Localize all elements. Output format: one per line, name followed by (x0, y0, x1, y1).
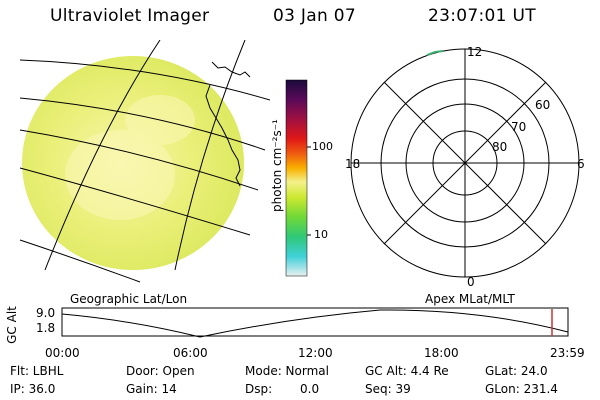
status-seq: Seq: 39 (365, 382, 411, 396)
lat-line (19, 59, 270, 101)
mlat-60-label: 60 (535, 98, 551, 112)
aurora-trace (426, 50, 444, 56)
timeline-ytick-bottom: 1.8 (36, 321, 56, 335)
app-title: Ultraviolet Imager (50, 6, 210, 26)
status-dsp-value: 0.0 (300, 382, 320, 396)
polar-diagonal (383, 81, 547, 245)
status-filter: Flt: LBHL (10, 364, 64, 378)
colorbar-gradient (285, 79, 308, 277)
lat-line (19, 129, 259, 191)
mlat-80-label: 80 (492, 140, 508, 154)
status-mode: Mode: Normal (245, 364, 329, 378)
timeline-xtick: 23:59 (550, 346, 585, 360)
coastline (205, 61, 251, 187)
geographic-label: Geographic Lat/Lon (70, 292, 188, 306)
lat-line (19, 239, 141, 283)
status-dsp-label: Dsp: (245, 382, 273, 396)
timeline-xtick: 18:00 (424, 346, 459, 360)
mlt-0-label: 0 (467, 275, 475, 289)
status-glon: GLon: 231.4 (485, 382, 558, 396)
status-door: Door: Open (126, 364, 195, 378)
lon-line (44, 40, 161, 271)
colorbar-unit-label: photon cm⁻²s⁻¹ (270, 119, 284, 212)
mlt-12-label: 12 (467, 45, 483, 59)
apex-label: Apex MLat/MLT (425, 292, 515, 306)
mlt-6-label: 6 (577, 157, 585, 171)
mlat-70-label: 70 (511, 120, 527, 134)
status-ip: IP: 36.0 (10, 382, 56, 396)
timeline-ytick-top: 9.0 (36, 306, 56, 320)
geographic-image (19, 40, 270, 283)
timeline-plot (61, 307, 569, 338)
mlt-18-label: 18 (345, 157, 361, 171)
timeline-xtick: 12:00 (298, 346, 333, 360)
polar-plot (350, 48, 580, 278)
date-label: 03 Jan 07 (273, 6, 356, 26)
status-glat: GLat: 24.0 (485, 364, 548, 378)
lat-line (19, 97, 266, 151)
time-label: 23:07:01 UT (428, 6, 536, 26)
status-gain: Gain: 14 (126, 382, 177, 396)
status-gc-alt: GC Alt: 4.4 Re (365, 364, 449, 378)
timeline-xtick: 00:00 (45, 346, 80, 360)
altitude-curve (61, 309, 569, 338)
colorbar-tick-100: 100 (312, 140, 333, 153)
colorbar (285, 79, 311, 277)
colorbar-tick-10: 10 (314, 228, 328, 241)
lat-line (19, 167, 251, 236)
timeline-xtick: 06:00 (173, 346, 208, 360)
lon-line (174, 40, 246, 271)
timeline-frame (61, 307, 569, 337)
timeline-ylabel: GC Alt (5, 306, 19, 344)
